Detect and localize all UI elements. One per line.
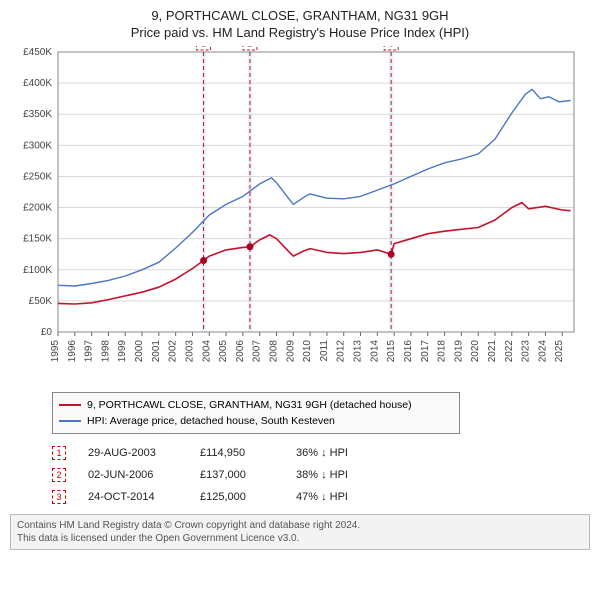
- svg-text:£250K: £250K: [23, 171, 52, 182]
- footer-line-2: This data is licensed under the Open Gov…: [17, 532, 583, 545]
- svg-text:£400K: £400K: [23, 78, 52, 89]
- svg-text:£50K: £50K: [29, 296, 53, 307]
- svg-text:1996: 1996: [67, 339, 78, 362]
- svg-text:2001: 2001: [151, 339, 162, 362]
- svg-text:1999: 1999: [117, 339, 128, 362]
- legend-item-hpi: HPI: Average price, detached house, Sout…: [59, 413, 453, 429]
- svg-text:2003: 2003: [184, 339, 195, 362]
- svg-text:£450K: £450K: [23, 47, 52, 58]
- svg-text:2012: 2012: [336, 339, 347, 362]
- svg-text:2024: 2024: [537, 339, 548, 362]
- event-row-2: 2 02-JUN-2006 £137,000 38% ↓ HPI: [52, 464, 590, 486]
- svg-text:2017: 2017: [420, 339, 431, 362]
- svg-text:2000: 2000: [134, 339, 145, 362]
- event-price-2: £137,000: [200, 469, 274, 481]
- event-row-3: 3 24-OCT-2014 £125,000 47% ↓ HPI: [52, 486, 590, 508]
- svg-text:2009: 2009: [285, 339, 296, 362]
- svg-text:2007: 2007: [252, 339, 263, 362]
- svg-text:2006: 2006: [235, 339, 246, 362]
- svg-text:2013: 2013: [353, 339, 364, 362]
- svg-text:2015: 2015: [386, 339, 397, 362]
- svg-text:2014: 2014: [369, 339, 380, 362]
- title-line-1: 9, PORTHCAWL CLOSE, GRANTHAM, NG31 9GH: [10, 8, 590, 25]
- legend-label-hpi: HPI: Average price, detached house, Sout…: [87, 415, 335, 427]
- legend-label-property: 9, PORTHCAWL CLOSE, GRANTHAM, NG31 9GH (…: [87, 399, 412, 411]
- svg-text:£200K: £200K: [23, 202, 52, 213]
- svg-text:2011: 2011: [319, 339, 330, 361]
- legend-item-property: 9, PORTHCAWL CLOSE, GRANTHAM, NG31 9GH (…: [59, 397, 453, 413]
- svg-text:2020: 2020: [470, 339, 481, 362]
- svg-text:2021: 2021: [487, 339, 498, 362]
- event-marker-3: 3: [52, 490, 66, 504]
- legend-swatch-hpi: [59, 420, 81, 422]
- event-row-1: 1 29-AUG-2003 £114,950 36% ↓ HPI: [52, 442, 590, 464]
- event-marker-2: 2: [52, 468, 66, 482]
- event-marker-1: 1: [52, 446, 66, 460]
- legend-swatch-property: [59, 404, 81, 406]
- chart-svg: £0 £50K £100K £150K £200K £250K £300K £350K £400…: [10, 46, 590, 386]
- svg-text:2002: 2002: [168, 339, 179, 362]
- svg-text:2010: 2010: [302, 339, 313, 362]
- svg-text:£300K: £300K: [23, 140, 52, 151]
- svg-text:£150K: £150K: [23, 233, 52, 244]
- svg-text:2018: 2018: [437, 339, 448, 362]
- svg-text:3: 3: [389, 46, 394, 49]
- chart: £0 £50K £100K £150K £200K £250K £300K £350K £400…: [10, 46, 590, 386]
- footer-line-1: Contains HM Land Registry data © Crown c…: [17, 519, 583, 532]
- svg-text:2019: 2019: [453, 339, 464, 362]
- event-price-3: £125,000: [200, 491, 274, 503]
- footer: Contains HM Land Registry data © Crown c…: [10, 514, 590, 550]
- svg-text:2: 2: [247, 46, 252, 49]
- svg-text:1998: 1998: [100, 339, 111, 362]
- events-list: 1 29-AUG-2003 £114,950 36% ↓ HPI 2 02-JU…: [52, 442, 590, 508]
- svg-text:2022: 2022: [504, 339, 515, 362]
- event-date-3: 24-OCT-2014: [88, 491, 178, 503]
- event-price-1: £114,950: [200, 447, 274, 459]
- svg-text:1: 1: [201, 46, 206, 49]
- svg-text:2005: 2005: [218, 339, 229, 362]
- svg-text:1997: 1997: [84, 339, 95, 362]
- event-diff-2: 38% ↓ HPI: [296, 469, 386, 481]
- event-date-2: 02-JUN-2006: [88, 469, 178, 481]
- title-block: 9, PORTHCAWL CLOSE, GRANTHAM, NG31 9GH P…: [10, 8, 590, 42]
- svg-text:2004: 2004: [201, 339, 212, 362]
- svg-text:£100K: £100K: [23, 265, 52, 276]
- svg-text:2016: 2016: [403, 339, 414, 362]
- svg-text:£350K: £350K: [23, 109, 52, 120]
- event-diff-3: 47% ↓ HPI: [296, 491, 386, 503]
- svg-text:2008: 2008: [269, 339, 280, 362]
- legend: 9, PORTHCAWL CLOSE, GRANTHAM, NG31 9GH (…: [52, 392, 460, 434]
- svg-text:1995: 1995: [50, 339, 61, 362]
- svg-text:2025: 2025: [554, 339, 565, 362]
- event-diff-1: 36% ↓ HPI: [296, 447, 386, 459]
- event-date-1: 29-AUG-2003: [88, 447, 178, 459]
- svg-text:2023: 2023: [521, 339, 532, 362]
- title-line-2: Price paid vs. HM Land Registry's House …: [10, 25, 590, 42]
- figure-container: 9, PORTHCAWL CLOSE, GRANTHAM, NG31 9GH P…: [0, 0, 600, 556]
- svg-text:£0: £0: [41, 327, 53, 338]
